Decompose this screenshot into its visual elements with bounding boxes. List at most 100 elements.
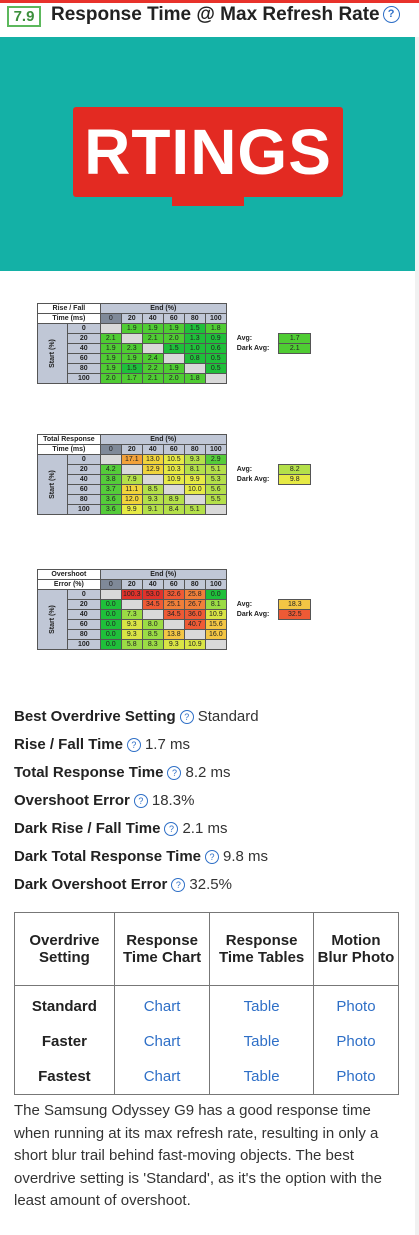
row-header: 0	[66, 589, 101, 600]
table-cell	[141, 343, 164, 354]
table-cell: 0.5	[204, 353, 227, 364]
photo-link[interactable]: Photo	[312, 985, 400, 1024]
chart-link[interactable]: Chart	[113, 985, 211, 1024]
dark-avg-label: Dark Avg:	[236, 611, 270, 618]
row-header: 60	[66, 484, 101, 495]
section-title: Response Time @ Max Refresh Rate?	[51, 4, 400, 26]
row-header: 20	[66, 599, 101, 610]
stat-value: 32.5%	[189, 876, 232, 893]
table-cell: 10.9	[204, 609, 227, 620]
question-circle-icon[interactable]: ?	[171, 878, 186, 892]
stat-row: Overshoot Error? 18.3%	[14, 790, 414, 818]
table-cell: 2.1	[99, 333, 122, 344]
table-cell: 100.3	[120, 589, 143, 600]
table-cell	[204, 639, 227, 650]
column-header: 20	[120, 444, 143, 455]
table-cell: 11.1	[120, 484, 143, 495]
row-header: 80	[66, 494, 101, 505]
table-cell	[120, 464, 143, 475]
table-header-title: Overshoot	[37, 569, 101, 580]
stat-row: Dark Overshoot Error? 32.5%	[14, 874, 414, 902]
chart-link[interactable]: Chart	[113, 1059, 211, 1095]
table-header-title: Rise / Fall	[37, 303, 101, 314]
chart-link[interactable]: Chart	[113, 1024, 211, 1059]
score-badge: 7.9	[7, 6, 41, 27]
column-header: 20	[120, 579, 143, 590]
question-circle-icon[interactable]: ?	[164, 822, 179, 836]
question-circle-icon[interactable]: ?	[167, 766, 182, 780]
table-cell: 1.9	[99, 353, 122, 364]
row-header: 40	[66, 343, 101, 354]
table-link[interactable]: Table	[209, 985, 314, 1024]
row-header: 60	[66, 619, 101, 630]
avg-label: Avg:	[236, 601, 253, 608]
question-circle-icon[interactable]: ?	[179, 710, 194, 724]
table-cell: 1.5	[120, 363, 143, 374]
table-cell: 1.9	[99, 343, 122, 354]
question-circle-icon[interactable]: ?	[133, 794, 148, 808]
table-cell	[141, 474, 164, 485]
row-header: 80	[66, 629, 101, 640]
column-header: 20	[120, 313, 143, 324]
row-header: 40	[66, 609, 101, 620]
stat-label: Dark Total Response Time	[14, 848, 202, 865]
photo-link[interactable]: Photo	[312, 1059, 400, 1095]
table-link[interactable]: Table	[209, 1059, 314, 1095]
column-header: 100	[204, 444, 227, 455]
rise-fall-time-table: Rise / Fall End (%) Time (ms) 0 20 40 60 80 100 S…	[37, 303, 312, 384]
photo-link[interactable]: Photo	[312, 1024, 400, 1059]
top-accent-bar	[0, 0, 419, 3]
dark-avg-label: Dark Avg:	[236, 345, 270, 352]
rtings-banner: RTINGS	[0, 37, 415, 271]
stat-row: Dark Total Response Time? 9.8 ms	[14, 846, 414, 874]
table-cell: 13.0	[141, 454, 164, 465]
overdrive-settings-table: Overdrive Setting Response Time Chart Re…	[14, 912, 400, 1095]
question-circle-icon[interactable]: ?	[382, 6, 400, 23]
question-circle-icon[interactable]: ?	[205, 850, 220, 864]
table-cell: 10.9	[183, 639, 206, 650]
table-cell: 0.0	[99, 599, 122, 610]
table-end-label: End (%)	[99, 569, 227, 580]
column-header: 0	[99, 579, 122, 590]
table-cell: 9.3	[183, 454, 206, 465]
stat-value: 18.3%	[151, 792, 195, 809]
table-cell: 8.1	[204, 599, 227, 610]
table-cell: 2.3	[120, 343, 143, 354]
rtings-logo-text: RTINGS	[84, 116, 332, 188]
table-cell: 0.9	[204, 333, 227, 344]
table-cell: 9.3	[120, 629, 143, 640]
table-header-unit: Time (ms)	[37, 313, 101, 324]
table-header-title: Total Response	[37, 434, 101, 445]
table-cell	[120, 333, 143, 344]
stat-row: Total Response Time? 8.2 ms	[14, 762, 414, 790]
table-cell: 9.3	[120, 619, 143, 630]
column-header: 80	[183, 444, 206, 455]
avg-value: 8.2	[278, 464, 312, 475]
column-header: 40	[141, 444, 164, 455]
table-cell	[162, 484, 185, 495]
table-cell: 0.5	[204, 363, 227, 374]
row-header: 100	[66, 504, 101, 515]
table-cell: 3.6	[99, 504, 122, 515]
table-cell: 9.3	[162, 639, 185, 650]
question-circle-icon[interactable]: ?	[126, 738, 141, 752]
logo-stand	[172, 197, 244, 206]
table-cell: 1.7	[120, 373, 143, 384]
stat-row: Dark Rise / Fall Time? 2.1 ms	[14, 818, 414, 846]
table-cell: 2.2	[141, 363, 164, 374]
table-cell: 10.5	[162, 454, 185, 465]
table-cell: 2.1	[141, 333, 164, 344]
column-header: 60	[162, 313, 185, 324]
column-header: 100	[204, 579, 227, 590]
start-axis-label: Start (%)	[37, 323, 68, 384]
table-cell	[120, 599, 143, 610]
table-cell: 2.4	[141, 353, 164, 364]
table-cell: 36.0	[183, 609, 206, 620]
table-link[interactable]: Table	[209, 1024, 314, 1059]
row-header: 60	[66, 353, 101, 364]
column-header: 0	[99, 444, 122, 455]
column-header: 80	[183, 313, 206, 324]
stat-value: 1.7 ms	[144, 736, 190, 753]
table-cell: 9.1	[141, 504, 164, 515]
overshoot-error-table: Overshoot End (%) Error (%) 0 20 40 60 80 100 Sta…	[37, 569, 312, 650]
